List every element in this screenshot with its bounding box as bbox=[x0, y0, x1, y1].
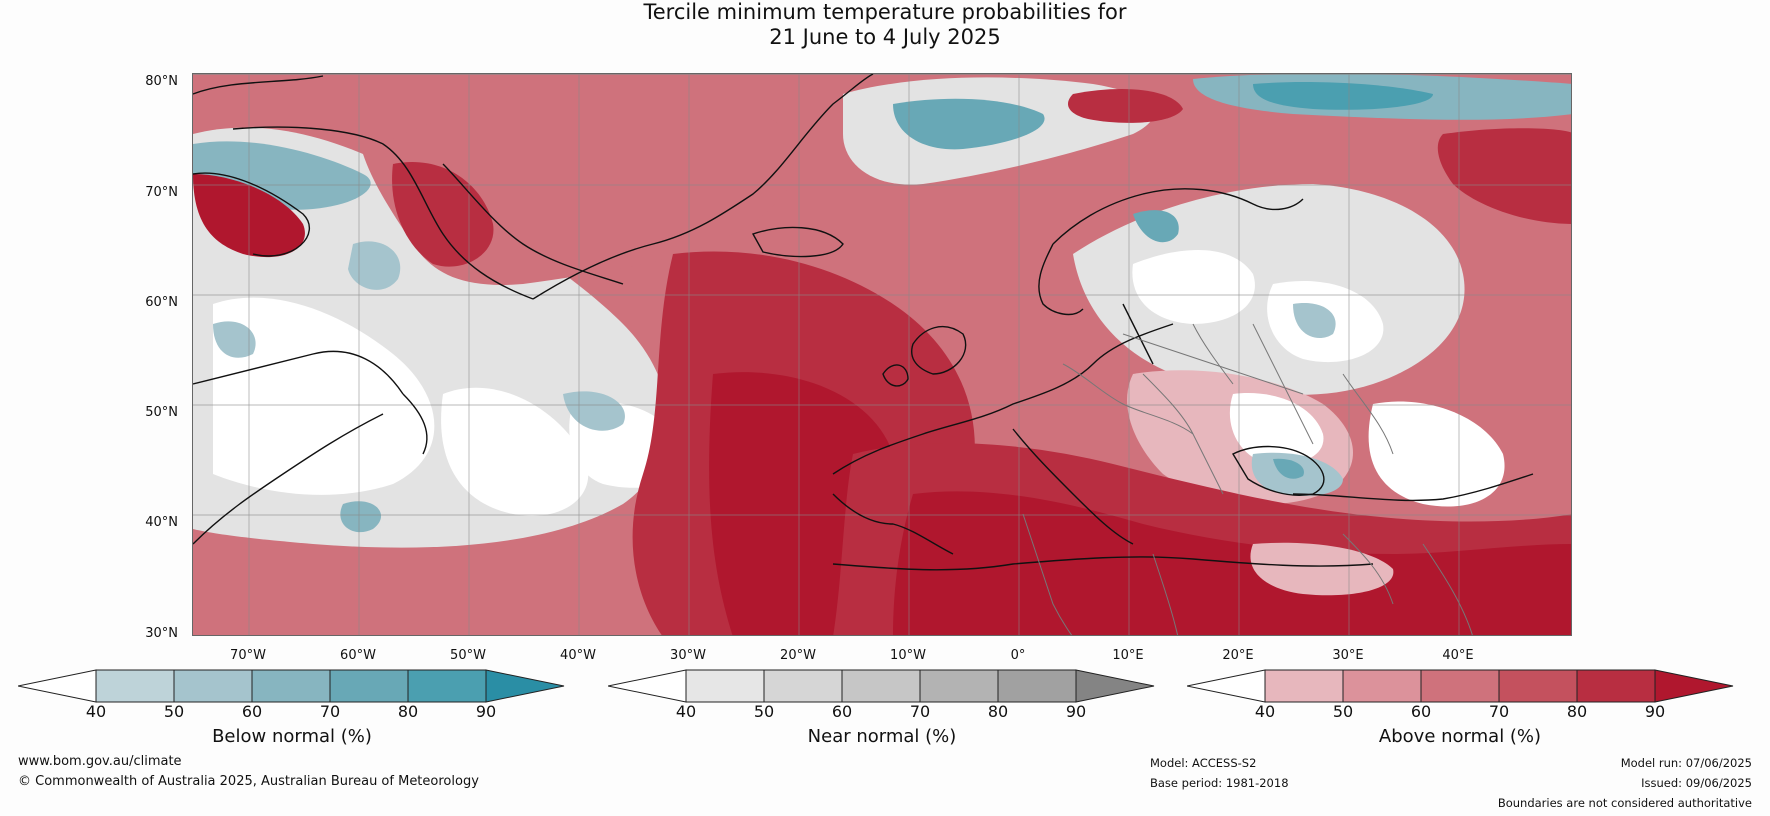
lon-label-0: 0° bbox=[1010, 648, 1026, 663]
near-normal-title: Near normal (%) bbox=[807, 726, 957, 747]
near-tick-40: 40 bbox=[675, 702, 697, 721]
above-tick-90: 90 bbox=[1644, 702, 1666, 721]
below-normal-swatches bbox=[18, 669, 565, 703]
near-swatch-70 bbox=[919, 669, 999, 703]
near-tick-80: 80 bbox=[987, 702, 1009, 721]
page-title: Tercile minimum temperature probabilitie… bbox=[0, 0, 1770, 50]
below-swatch-60 bbox=[251, 669, 331, 703]
model-text: Model: ACCESS-S2 bbox=[1150, 756, 1257, 770]
near-swatch-40 bbox=[685, 669, 765, 703]
above-swatch-60 bbox=[1420, 669, 1500, 703]
above-over-arrow bbox=[1654, 669, 1734, 703]
above-tick-70: 70 bbox=[1488, 702, 1510, 721]
above-swatch-50 bbox=[1342, 669, 1422, 703]
lat-label-40n: 40°N bbox=[145, 515, 178, 530]
above-normal-colorbar bbox=[1187, 669, 1734, 703]
above-swatch-40 bbox=[1264, 669, 1344, 703]
near-swatch-60 bbox=[841, 669, 921, 703]
lon-label-30w: 30°W bbox=[670, 648, 706, 663]
near-swatch-50 bbox=[763, 669, 843, 703]
lon-label-50w: 50°W bbox=[450, 648, 486, 663]
below-tick-50: 50 bbox=[163, 702, 185, 721]
near-normal-colorbar bbox=[608, 669, 1155, 703]
lat-label-50n: 50°N bbox=[145, 405, 178, 420]
title-line-2: 21 June to 4 July 2025 bbox=[769, 25, 1001, 49]
lon-label-40e: 40°E bbox=[1442, 648, 1474, 663]
lon-label-20e: 20°E bbox=[1222, 648, 1254, 663]
above-tick-60: 60 bbox=[1410, 702, 1432, 721]
below-tick-90: 90 bbox=[475, 702, 497, 721]
below-tick-80: 80 bbox=[397, 702, 419, 721]
above-swatch-80 bbox=[1576, 669, 1656, 703]
lat-label-80n: 80°N bbox=[145, 74, 178, 89]
lon-label-70w: 70°W bbox=[230, 648, 266, 663]
above-tick-50: 50 bbox=[1332, 702, 1354, 721]
lon-label-10w: 10°W bbox=[890, 648, 926, 663]
lat-label-30n: 30°N bbox=[145, 626, 178, 641]
base-period-text: Base period: 1981-2018 bbox=[1150, 776, 1289, 790]
near-normal-swatches bbox=[608, 669, 1155, 703]
below-swatch-70 bbox=[329, 669, 409, 703]
lon-label-60w: 60°W bbox=[340, 648, 376, 663]
disclaimer-text: Boundaries are not considered authoritat… bbox=[1497, 796, 1752, 810]
near-swatch-80 bbox=[997, 669, 1077, 703]
lon-label-10e: 10°E bbox=[1112, 648, 1144, 663]
lat-label-70n: 70°N bbox=[145, 185, 178, 200]
near-tick-70: 70 bbox=[909, 702, 931, 721]
near-over-arrow bbox=[1075, 669, 1155, 703]
below-over-arrow bbox=[485, 669, 565, 703]
below-swatch-80 bbox=[407, 669, 487, 703]
below-tick-70: 70 bbox=[319, 702, 341, 721]
lon-label-30e: 30°E bbox=[1332, 648, 1364, 663]
above-under-arrow bbox=[1187, 669, 1266, 703]
below-tick-60: 60 bbox=[241, 702, 263, 721]
lon-label-20w: 20°W bbox=[780, 648, 816, 663]
lon-label-40w: 40°W bbox=[560, 648, 596, 663]
bom-climate-link[interactable]: www.bom.gov.au/climate bbox=[18, 754, 182, 769]
probability-map bbox=[192, 73, 1572, 636]
below-under-arrow bbox=[18, 669, 97, 703]
near-tick-60: 60 bbox=[831, 702, 853, 721]
below-normal-colorbar bbox=[18, 669, 565, 703]
above-swatch-70 bbox=[1498, 669, 1578, 703]
issued-text: Issued: 09/06/2025 bbox=[1641, 776, 1752, 790]
lat-label-60n: 60°N bbox=[145, 295, 178, 310]
map-canvas bbox=[193, 74, 1571, 635]
above-normal-swatches bbox=[1187, 669, 1734, 703]
model-run-text: Model run: 07/06/2025 bbox=[1620, 756, 1752, 770]
above-tick-80: 80 bbox=[1566, 702, 1588, 721]
near-tick-50: 50 bbox=[753, 702, 775, 721]
above-normal-title: Above normal (%) bbox=[1378, 726, 1542, 747]
below-tick-40: 40 bbox=[85, 702, 107, 721]
below-normal-title: Below normal (%) bbox=[212, 726, 372, 747]
copyright-text: © Commonwealth of Australia 2025, Austra… bbox=[18, 774, 479, 789]
below-swatch-40 bbox=[95, 669, 175, 703]
title-line-1: Tercile minimum temperature probabilitie… bbox=[643, 0, 1127, 24]
near-under-arrow bbox=[608, 669, 687, 703]
above-tick-40: 40 bbox=[1254, 702, 1276, 721]
below-swatch-50 bbox=[173, 669, 253, 703]
near-tick-90: 90 bbox=[1065, 702, 1087, 721]
